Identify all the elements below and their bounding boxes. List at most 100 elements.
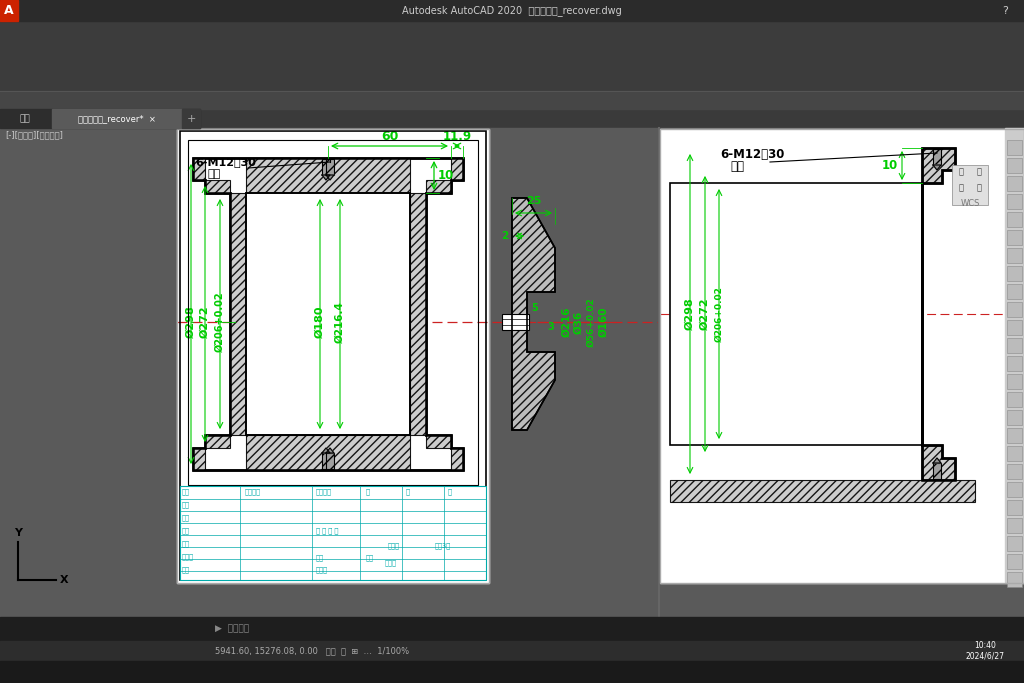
Text: 共: 共	[406, 489, 410, 495]
Bar	[952, 165, 988, 205]
Bar	[670, 183, 922, 445]
Bar	[0, 0, 18, 21]
Polygon shape	[410, 193, 426, 435]
Text: +: +	[186, 113, 196, 124]
Bar	[1007, 554, 1022, 569]
Bar	[0, 109, 200, 128]
Polygon shape	[193, 448, 205, 470]
Polygon shape	[670, 480, 975, 502]
Bar	[1007, 230, 1022, 245]
Text: 图样号: 图样号	[316, 567, 328, 573]
Text: 11.9: 11.9	[442, 130, 472, 143]
Text: 页: 页	[449, 489, 452, 495]
Text: Ø272: Ø272	[700, 298, 710, 331]
Bar	[0, 641, 1024, 661]
Bar	[933, 463, 941, 479]
Text: 均布: 均布	[208, 169, 221, 179]
Text: Ø298: Ø298	[186, 305, 196, 338]
Polygon shape	[426, 180, 451, 193]
Text: 默认: 默认	[19, 114, 31, 123]
Text: 6-M12深30: 6-M12深30	[720, 148, 784, 161]
Text: Ø36: Ø36	[574, 310, 584, 333]
Bar	[0, 128, 1024, 640]
Bar	[1007, 320, 1022, 335]
Text: 5: 5	[531, 303, 538, 313]
Polygon shape	[322, 448, 330, 453]
Bar	[177, 129, 489, 583]
Bar	[1007, 482, 1022, 497]
Bar	[177, 129, 489, 583]
Bar	[1007, 176, 1022, 191]
Polygon shape	[193, 158, 463, 470]
Polygon shape	[922, 148, 955, 480]
Bar	[660, 129, 1024, 583]
Text: 比例: 比例	[366, 555, 374, 561]
Bar	[1007, 140, 1022, 155]
Polygon shape	[933, 458, 941, 463]
Text: 更改日期: 更改日期	[245, 489, 261, 495]
Bar	[52, 109, 182, 128]
Bar	[246, 193, 410, 435]
Bar	[1007, 536, 1022, 551]
Polygon shape	[426, 435, 451, 448]
Bar	[933, 149, 941, 165]
Bar	[322, 159, 330, 175]
Text: [-][锁视口][二维线框]: [-][锁视口][二维线框]	[5, 130, 62, 139]
Text: Ø180: Ø180	[315, 306, 325, 338]
Bar	[326, 159, 334, 175]
Bar	[1007, 338, 1022, 353]
Text: Ø206+0.02: Ø206+0.02	[215, 292, 225, 352]
Text: 图号3号: 图号3号	[435, 543, 452, 549]
Bar	[0, 91, 1024, 109]
Text: 均布: 均布	[730, 161, 744, 173]
Text: Ø216: Ø216	[562, 307, 572, 337]
Text: 预制号: 预制号	[388, 543, 400, 549]
Text: 10:40
2024/6/27: 10:40 2024/6/27	[966, 641, 1005, 660]
Bar	[710, 344, 722, 356]
Text: 零件号: 零件号	[385, 559, 397, 566]
Bar	[1007, 518, 1022, 533]
Text: 25: 25	[525, 196, 542, 206]
Bar	[0, 617, 1024, 641]
Text: 工艺: 工艺	[182, 541, 190, 547]
Bar	[1007, 410, 1022, 425]
Bar	[0, 661, 1024, 683]
Text: 通知书号: 通知书号	[316, 489, 332, 495]
Text: 6-M12深30: 6-M12深30	[195, 157, 256, 167]
Text: X: X	[60, 575, 69, 585]
Text: 60: 60	[381, 130, 398, 143]
Bar	[1007, 428, 1022, 443]
Text: Autodesk AutoCAD 2020  牛奶桶模具_recover.dwg: Autodesk AutoCAD 2020 牛奶桶模具_recover.dwg	[402, 5, 622, 16]
Bar	[1007, 572, 1022, 587]
Text: 10: 10	[438, 169, 455, 182]
Bar	[1007, 446, 1022, 461]
Text: 西: 西	[977, 184, 981, 193]
Text: 标准化: 标准化	[182, 554, 194, 560]
Text: 10: 10	[882, 159, 898, 172]
Polygon shape	[205, 435, 230, 448]
Text: 上: 上	[958, 167, 964, 176]
Bar	[1007, 194, 1022, 209]
Bar	[1007, 500, 1022, 515]
Text: Ø216.4: Ø216.4	[335, 301, 345, 343]
Bar	[1007, 374, 1022, 389]
Bar	[246, 193, 410, 435]
Text: Y: Y	[14, 528, 22, 538]
Text: Ø206+0.02: Ø206+0.02	[715, 286, 724, 342]
Polygon shape	[326, 175, 334, 180]
Text: A: A	[4, 4, 13, 17]
Text: 批准: 批准	[182, 567, 190, 573]
Polygon shape	[451, 448, 463, 470]
Bar	[0, 21, 1024, 91]
Polygon shape	[246, 435, 410, 470]
Text: 5941.60, 15276.08, 0.00   模型  栅  ⊞  …  1/100%: 5941.60, 15276.08, 0.00 模型 栅 ⊞ … 1/100%	[215, 647, 410, 656]
Text: 页: 页	[366, 489, 370, 495]
Polygon shape	[933, 165, 941, 170]
Bar	[1007, 302, 1022, 317]
Polygon shape	[230, 193, 246, 435]
Text: 绘图: 绘图	[182, 515, 190, 521]
Bar	[0, 0, 1024, 21]
Bar	[1007, 356, 1022, 371]
Bar	[1007, 392, 1022, 407]
Polygon shape	[326, 448, 334, 453]
